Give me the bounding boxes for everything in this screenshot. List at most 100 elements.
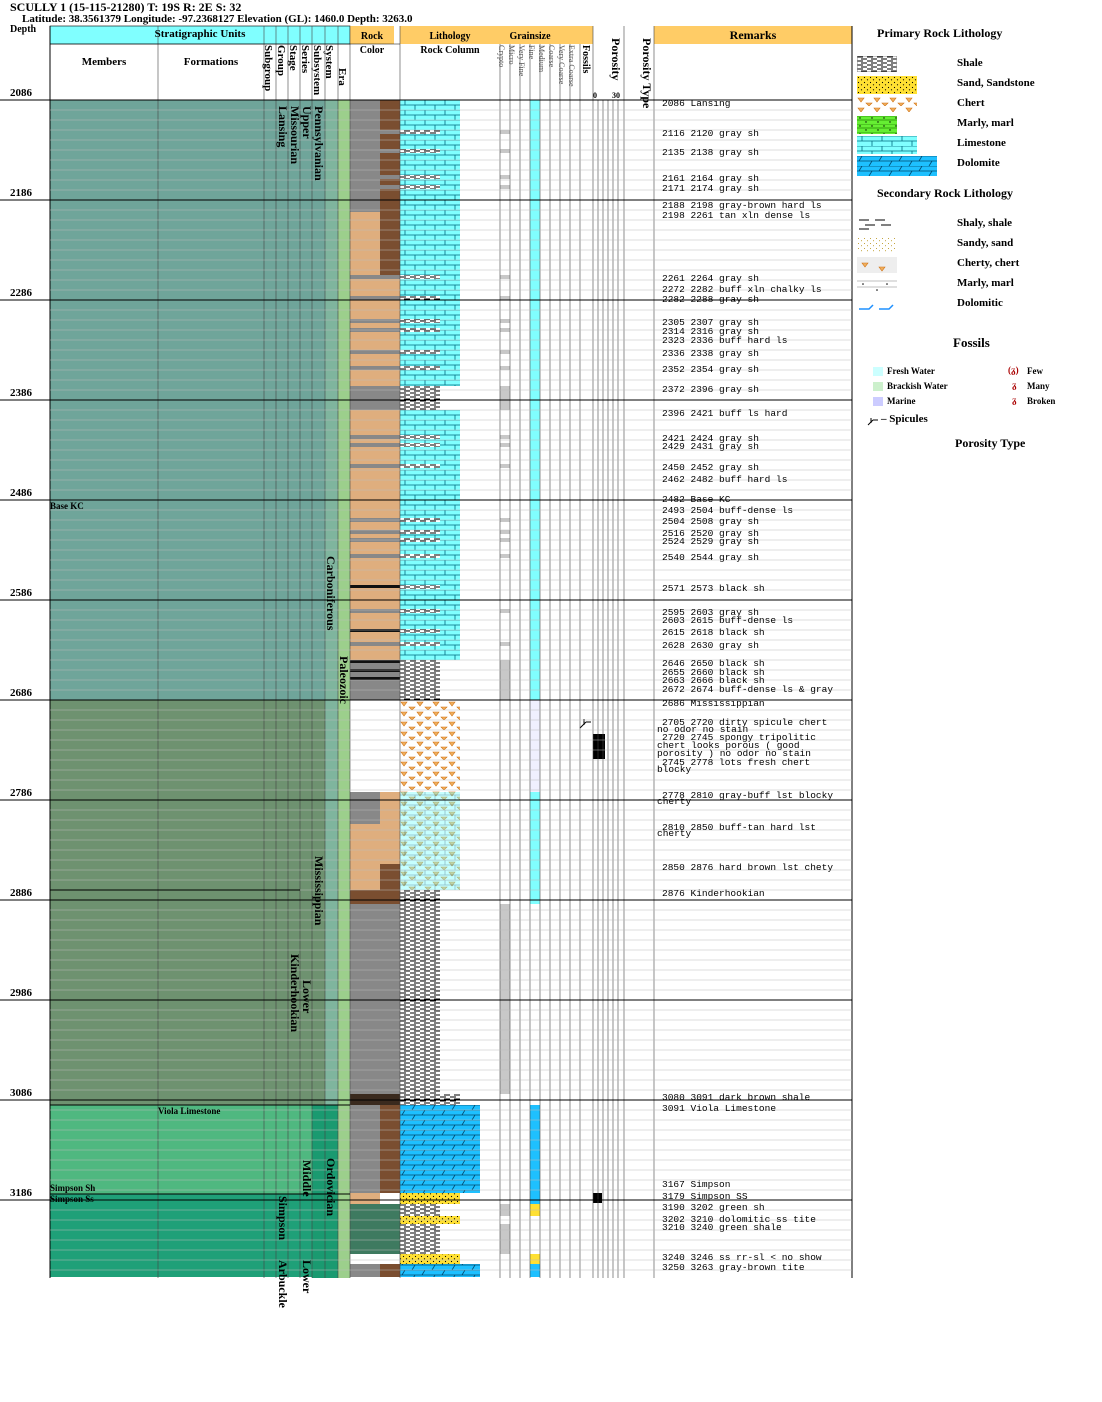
rock-color-20-b <box>380 1254 400 1264</box>
lith-shale-break-19 <box>400 585 440 589</box>
lith-shale-break-5 <box>400 296 440 300</box>
zone-mississippian <box>50 700 325 1105</box>
grain-medium: Medium <box>537 45 546 73</box>
series-lower: Lower <box>300 980 314 1014</box>
rock-header: Rock <box>360 31 384 42</box>
porosity-header: Porosity <box>609 38 623 81</box>
lith-shale-break-9 <box>400 366 440 370</box>
depth-tick-label: 2886 <box>10 887 32 899</box>
legend-marly: Marly, marl <box>957 277 1014 289</box>
remark-line: 2305 2307 gray sh <box>662 317 759 328</box>
lith-shale-break-14 <box>400 530 440 534</box>
lith-shale-break-3 <box>400 185 440 189</box>
legend-limestone: Limestone <box>957 137 1006 149</box>
member-simpson-ss: Simpson Ss <box>50 1194 94 1204</box>
depth-tick-label: 2786 <box>10 787 32 799</box>
legend-broken: Broken <box>1027 396 1056 406</box>
remarks-header-bar <box>654 26 852 44</box>
remark-line: 2116 2120 gray sh <box>662 128 759 139</box>
rock-color-19-a <box>350 1224 380 1254</box>
remark-line: no odor no stain <box>657 724 749 735</box>
grain-shale-tick-14 <box>500 530 510 534</box>
log-chart <box>0 25 853 1278</box>
lith-shale-break-12 <box>400 464 440 468</box>
legend-chert: Chert <box>957 97 985 109</box>
lith-unit-9 <box>400 1094 460 1105</box>
remark-line: 2171 2174 gray sh <box>662 183 759 194</box>
grain-shale-tick-4 <box>500 275 510 279</box>
lith-shale-break-10 <box>400 435 440 439</box>
depth-header: Depth <box>10 24 37 35</box>
remark-line: 2188 2198 gray-brown hard ls <box>662 200 822 211</box>
series-header: Series <box>299 45 311 74</box>
depth-tick-label: 2986 <box>10 987 32 999</box>
porosity-type-header: Porosity Type <box>640 38 654 109</box>
rock-color-13-a <box>350 904 380 1094</box>
remark-line: 3190 3202 green sh <box>662 1202 765 1213</box>
lith-shale-break-11 <box>400 443 440 447</box>
rock-color-header-bar <box>350 26 394 44</box>
remark-line: 2595 2603 gray sh <box>662 607 759 618</box>
gray-band-2 <box>350 175 400 179</box>
remark-line: 3080 3091 dark brown shale <box>662 1092 811 1103</box>
subsystem-header: Subsystem <box>311 45 323 96</box>
zone-viola <box>50 1105 325 1194</box>
legend-sandy: Sandy, sand <box>957 237 1014 249</box>
lith-unit-10 <box>400 1105 480 1193</box>
fossils-title: Fossils <box>953 335 990 350</box>
group-simpson: Simpson <box>276 1196 290 1241</box>
lith-unit-8 <box>400 890 440 1094</box>
gray-band-10 <box>350 435 400 439</box>
group-lansing: Lansing <box>276 106 290 148</box>
shale-swatch <box>856 55 898 73</box>
remark-line: 2482 Base KC <box>662 494 731 505</box>
system-carboniferous: Carboniferous <box>324 556 338 631</box>
porosity-type-title: Porosity Type <box>955 436 1026 450</box>
rock-color-12-b <box>380 890 400 904</box>
sandy-swatch <box>857 237 897 253</box>
grain-shale-tick-12 <box>500 464 510 468</box>
grain-crypto: Crypto <box>497 45 506 68</box>
rock-color-11-a <box>350 864 380 890</box>
grain-shale-bar-0 <box>500 904 510 1094</box>
rock-color-1-a <box>350 212 380 275</box>
rock-color-20-a <box>350 1254 380 1264</box>
group-header: Group <box>275 45 287 76</box>
lith-shale-break-18 <box>400 642 440 646</box>
depth-tick-label: 3186 <box>10 1187 32 1199</box>
series-lower-2: Lower <box>300 1260 314 1294</box>
rock-color-15-a <box>350 1105 380 1181</box>
grain-bar-3 <box>530 1105 540 1204</box>
gray-band-0 <box>350 130 400 134</box>
sand-swatch <box>857 76 917 94</box>
lith-unit-13 <box>400 1254 460 1264</box>
rock-color-0-a <box>350 100 380 212</box>
rock-color-5-b <box>380 410 400 496</box>
remark-line: 2663 2666 black sh <box>662 675 765 686</box>
depth-tick-label: 2086 <box>10 87 32 99</box>
grain-shale-tick-2 <box>500 175 510 179</box>
legend-spicules: – Spicules <box>881 413 928 425</box>
group-arbuckle: Arbuckle <box>276 1260 290 1308</box>
primary-lithology-title: Primary Rock Lithology <box>877 26 1003 40</box>
gray-band-14 <box>350 530 400 534</box>
rock-color-19-b <box>380 1224 400 1254</box>
lith-unit-11 <box>400 1193 460 1204</box>
remark-line: cherty <box>657 796 692 807</box>
era-paleozoic: Paleozoic <box>337 656 351 704</box>
series-middle: Middle <box>300 1160 314 1197</box>
remark-line: 2198 2261 tan xln dense ls <box>662 210 811 221</box>
grain-shale-tick-16 <box>500 554 510 558</box>
depth-tick-label: 2286 <box>10 287 32 299</box>
porosity-min: 0 <box>593 91 597 100</box>
legend-few: Few <box>1027 366 1043 376</box>
depth-tick-label: 2486 <box>10 487 32 499</box>
lith-unit-3 <box>400 410 460 496</box>
rock-color-21-a <box>350 1264 380 1277</box>
gray-band-3 <box>350 185 400 189</box>
grain-shale-tick-10 <box>500 435 510 439</box>
grainsize-header-bar <box>500 26 593 44</box>
remark-line: 2396 2421 buff ls hard <box>662 408 788 419</box>
dolomitic-swatch <box>857 297 897 313</box>
rock-color-15-b <box>380 1105 400 1181</box>
